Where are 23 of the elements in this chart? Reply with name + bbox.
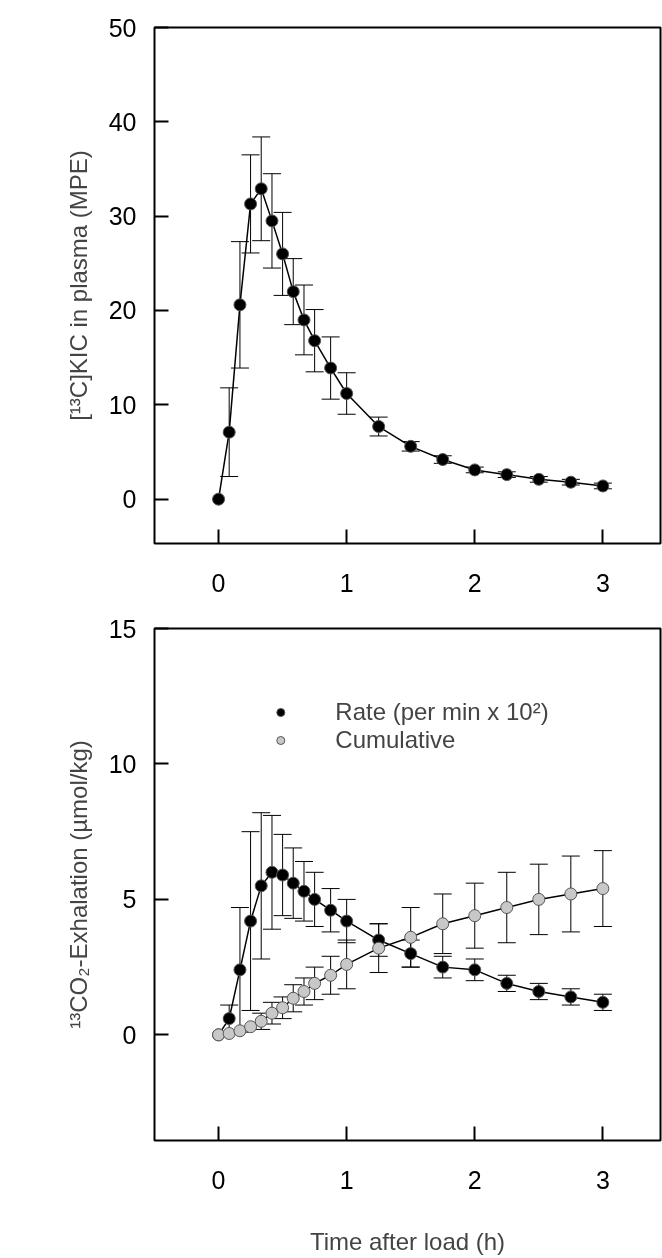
- y-tick-label: 15: [108, 614, 137, 643]
- y-axis-title: [¹³C]KIC in plasma (MPE): [64, 150, 92, 421]
- y-tick-label: 0: [122, 1020, 137, 1049]
- x-tick-label: 1: [339, 1165, 354, 1194]
- y-tick-label: 50: [108, 13, 137, 42]
- x-tick-label: 1: [339, 568, 354, 597]
- y-tick-label: 40: [108, 107, 137, 136]
- legend-label: Rate (per min x 10²): [335, 698, 549, 726]
- x-tick-label: 2: [467, 568, 482, 597]
- x-tick-label: 0: [211, 1165, 226, 1194]
- y-tick-label: 0: [122, 485, 137, 514]
- y-tick-label: 5: [122, 885, 137, 914]
- x-tick-label: 2: [467, 1165, 482, 1194]
- y-axis-title: ¹³CO₂-Exhalation (µmol/kg): [64, 740, 92, 1029]
- y-tick-label: 10: [108, 390, 137, 419]
- y-tick-label: 30: [108, 202, 137, 231]
- x-tick-label: 3: [595, 568, 610, 597]
- x-tick-label: 0: [211, 568, 226, 597]
- legend-label: Cumulative: [335, 726, 456, 754]
- y-tick-label: 10: [108, 749, 137, 778]
- y-tick-label: 20: [108, 296, 137, 325]
- x-axis-title: Time after load (h): [309, 1227, 506, 1255]
- x-tick-label: 3: [595, 1165, 610, 1194]
